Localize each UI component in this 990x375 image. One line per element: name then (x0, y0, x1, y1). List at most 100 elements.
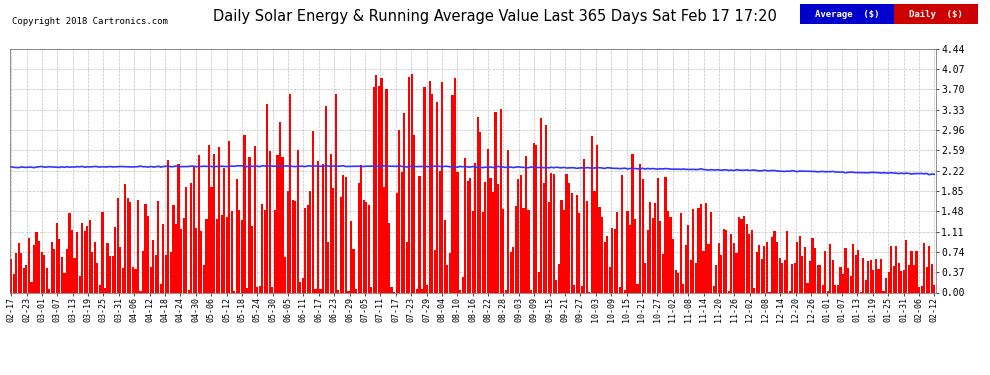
Bar (203, 265, 205, 292)
Bar (916, 251, 918, 292)
Text: Average  ($): Average ($) (815, 10, 879, 18)
Bar (525, 156, 527, 292)
Bar (268, 151, 271, 292)
Bar (456, 172, 458, 292)
Bar (642, 179, 644, 292)
Bar (276, 154, 278, 292)
Bar (824, 252, 827, 292)
Bar (284, 257, 286, 292)
Bar (190, 183, 192, 292)
Bar (200, 231, 202, 292)
Bar (627, 211, 629, 292)
Bar (538, 272, 540, 292)
Bar (96, 263, 98, 292)
Bar (253, 146, 255, 292)
Bar (114, 227, 116, 292)
Bar (89, 220, 91, 292)
Bar (459, 290, 461, 292)
Bar (862, 258, 864, 292)
Bar (611, 228, 613, 292)
Bar (484, 182, 486, 292)
Bar (778, 258, 781, 292)
Bar (180, 229, 182, 292)
Bar (239, 210, 241, 292)
Bar (500, 109, 502, 292)
Bar (175, 224, 177, 292)
Bar (223, 168, 226, 292)
Bar (929, 246, 931, 292)
Bar (213, 154, 215, 292)
Bar (170, 252, 172, 292)
Bar (591, 136, 593, 292)
Bar (637, 284, 639, 292)
Bar (773, 231, 775, 292)
Bar (604, 243, 606, 292)
Bar (822, 285, 824, 292)
Bar (791, 264, 793, 292)
Bar (60, 256, 63, 292)
Bar (216, 219, 218, 292)
Bar (789, 291, 791, 292)
Bar (474, 163, 476, 292)
Bar (555, 280, 557, 292)
Bar (464, 158, 466, 292)
Bar (50, 242, 52, 292)
Bar (385, 89, 387, 292)
Bar (718, 243, 720, 292)
Bar (685, 245, 687, 292)
Bar (807, 283, 809, 292)
Bar (256, 287, 258, 292)
Bar (309, 190, 312, 292)
Bar (246, 288, 248, 292)
Bar (231, 211, 233, 292)
Bar (188, 290, 190, 292)
Bar (632, 154, 634, 292)
Bar (703, 251, 705, 292)
Bar (429, 81, 431, 292)
Bar (877, 269, 879, 292)
Bar (893, 266, 895, 292)
Bar (847, 268, 849, 292)
Bar (783, 260, 786, 292)
Bar (234, 291, 236, 292)
Bar (228, 141, 231, 292)
Bar (99, 285, 101, 292)
Bar (431, 94, 434, 292)
Bar (36, 232, 38, 292)
Bar (367, 205, 370, 292)
Bar (55, 223, 57, 292)
Bar (297, 150, 299, 292)
Bar (750, 230, 752, 292)
Bar (520, 175, 522, 292)
Bar (547, 202, 549, 292)
Bar (515, 206, 517, 292)
Bar (812, 238, 814, 292)
Bar (674, 270, 677, 292)
Bar (127, 198, 129, 292)
Bar (307, 204, 309, 292)
Bar (766, 242, 768, 292)
Bar (424, 87, 426, 292)
Bar (266, 104, 268, 292)
Bar (844, 248, 846, 292)
Bar (619, 287, 621, 292)
Bar (651, 218, 653, 292)
Bar (758, 245, 760, 292)
Bar (796, 242, 798, 292)
Bar (733, 243, 735, 292)
Bar (692, 209, 694, 292)
Bar (461, 278, 463, 292)
Bar (421, 289, 423, 292)
Bar (38, 241, 41, 292)
Bar (512, 247, 515, 292)
Bar (644, 263, 646, 292)
Bar (854, 255, 856, 292)
Bar (411, 75, 413, 292)
Bar (672, 239, 674, 292)
Bar (130, 201, 132, 292)
Bar (315, 288, 317, 292)
Bar (396, 194, 398, 292)
Bar (345, 177, 347, 292)
Bar (195, 228, 197, 292)
Bar (140, 291, 142, 292)
